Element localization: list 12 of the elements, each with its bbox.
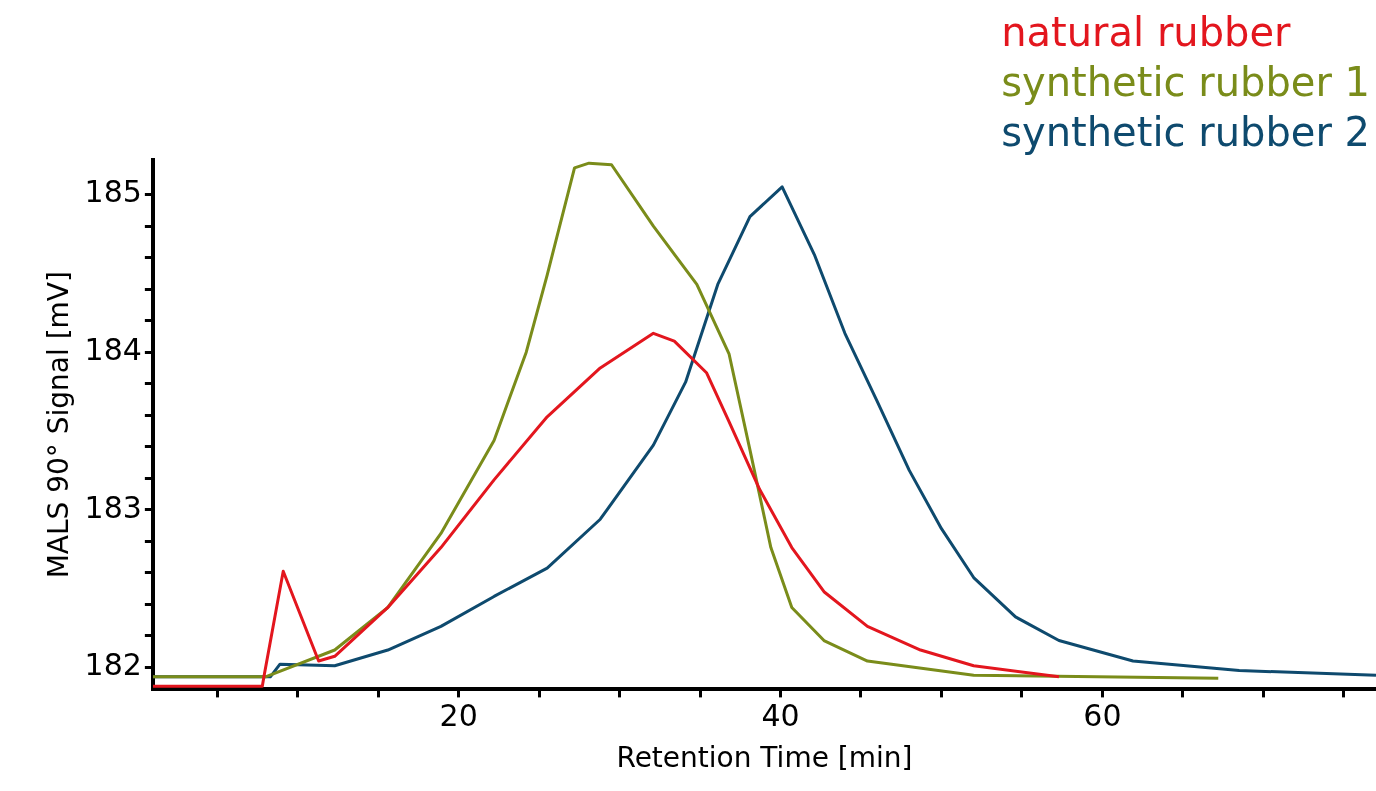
x-tick-label: 60 <box>1083 698 1122 734</box>
y-axis-title: MALS 90° Signal [mV] <box>42 271 76 579</box>
y-tick-label: 184 <box>84 332 142 368</box>
text: synthetic rubber 2 <box>1001 109 1370 156</box>
x-tick-label: 40 <box>761 698 800 734</box>
text: synthetic rubber 1 <box>1001 59 1370 106</box>
y-tick-label: 182 <box>84 647 142 683</box>
y-tick-label: 183 <box>84 489 142 525</box>
y-tick-label: 185 <box>84 174 142 210</box>
text: natural rubber <box>1001 9 1292 56</box>
x-tick-label: 20 <box>439 698 478 734</box>
x-axis-title: Retention Time [min] <box>616 741 913 775</box>
